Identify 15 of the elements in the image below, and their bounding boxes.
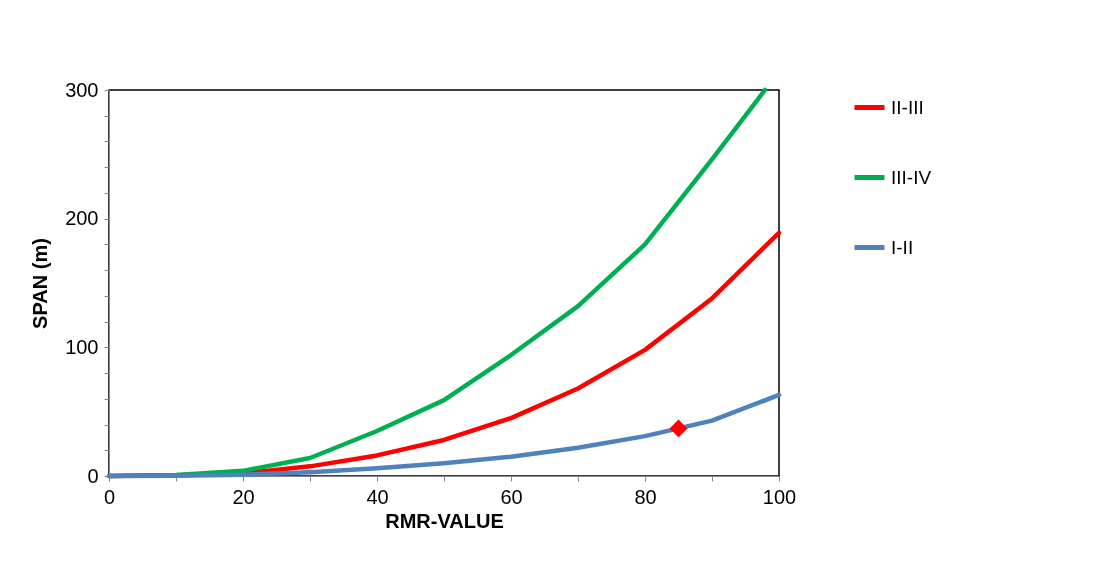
x-tick-label: 40 (366, 485, 389, 508)
legend-label: I-II (891, 236, 914, 258)
y-tick-label: 100 (65, 335, 99, 358)
x-tick-label: 100 (762, 485, 797, 508)
x-tick-label: 80 (634, 485, 657, 508)
y-axis-title: SPAN (m) (29, 238, 52, 329)
x-tick-label: 60 (500, 485, 523, 508)
legend-label: III-IV (891, 166, 932, 188)
y-tick-label: 200 (65, 207, 99, 230)
x-axis-title: RMR-VALUE (385, 509, 504, 532)
x-tick-label: 20 (232, 485, 255, 508)
legend-label: II-III (891, 96, 924, 118)
y-tick-label: 300 (65, 78, 99, 101)
y-tick-label: 0 (87, 464, 99, 487)
x-tick-label: 0 (103, 485, 116, 508)
